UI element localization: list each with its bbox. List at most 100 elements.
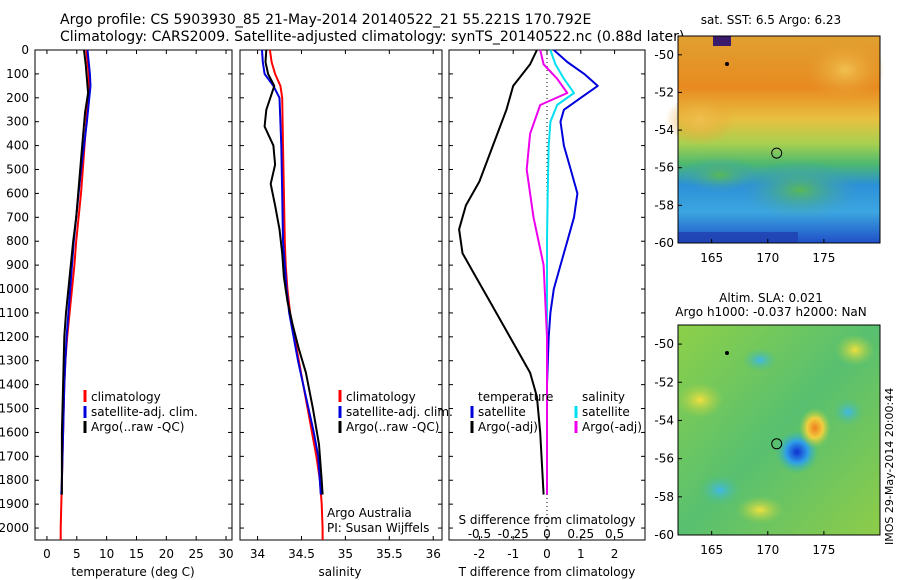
sst-warm-patch bbox=[805, 40, 885, 100]
map-y-tick-label: -56 bbox=[654, 161, 674, 175]
map-y-tick-label: -54 bbox=[654, 413, 674, 427]
temperature-x-ticks: 0 5 10 15 20 25 30 bbox=[43, 50, 234, 561]
depth-tick-label: 100 bbox=[6, 67, 29, 81]
x-tick-label: 36 bbox=[426, 547, 441, 561]
x-tick-label: 1 bbox=[577, 547, 585, 561]
map-x-tick-label: 175 bbox=[812, 251, 835, 265]
salinity-series-lines bbox=[261, 49, 324, 540]
x-tick-label: 25 bbox=[189, 547, 204, 561]
series-line-argo-raw-qc- bbox=[60, 49, 90, 495]
depth-tick-label: 2000 bbox=[0, 521, 29, 535]
sla-map-frame bbox=[677, 324, 881, 536]
map-y-tick-label: -52 bbox=[654, 375, 674, 389]
series-line-argo-raw-qc- bbox=[263, 49, 324, 495]
salinity-annotation-argo-australia: Argo Australia bbox=[327, 506, 412, 520]
sst-green-patch bbox=[740, 160, 860, 220]
sla-map-image bbox=[676, 325, 880, 535]
temperature-legend: climatology satellite-adj. clim. Argo(..… bbox=[83, 390, 198, 434]
depth-tick-label: 1500 bbox=[0, 402, 29, 416]
map-y-tick-label: -54 bbox=[654, 123, 674, 137]
sla-high-blob-2 bbox=[676, 382, 724, 418]
depth-tick-label: 1300 bbox=[0, 354, 29, 368]
sst-map-panel: sat. SST: 6.5 Argo: 6.23 165 170 175 -50 -52… bbox=[654, 13, 885, 265]
salinity-legend-climatology: climatology bbox=[346, 390, 416, 404]
salinity-depth-tick-marks bbox=[240, 49, 442, 529]
temperature-axes-frame bbox=[34, 49, 233, 541]
salinity-diff-tick-label: -0.5 bbox=[468, 527, 491, 541]
x-tick-label: 20 bbox=[159, 547, 174, 561]
series-line-climatology bbox=[268, 49, 324, 540]
salinity-legend-satellite: satellite-adj. clim. bbox=[346, 405, 453, 419]
sst-map-image bbox=[665, 36, 885, 243]
sla-map-ticks: 165 170 175 -50 -52 -54 -56 -58 -60 bbox=[654, 337, 835, 557]
salinity-xlabel: salinity bbox=[318, 565, 361, 579]
salinity-panel: 34 34.5 35 35.5 36 salinity climatology sate… bbox=[239, 49, 453, 579]
x-tick-label: 5 bbox=[73, 547, 81, 561]
difference-depth-tick-marks bbox=[449, 49, 645, 529]
difference-series-lines bbox=[458, 49, 599, 495]
sst-dark-blue-edge bbox=[678, 232, 798, 243]
difference-legend: temperature satellite Argo(-adj) salinit… bbox=[470, 390, 642, 434]
sst-map-frame bbox=[677, 35, 881, 244]
x-tick-label: -2 bbox=[473, 547, 485, 561]
footer-timestamp: IMOS 29-May-2014 20:00:44 bbox=[883, 388, 896, 545]
temperature-series-lines bbox=[59, 49, 92, 540]
map-y-tick-label: -60 bbox=[654, 236, 674, 250]
x-tick-label: -1 bbox=[507, 547, 519, 561]
sla-low-blob-3 bbox=[832, 398, 864, 426]
sst-land-patch bbox=[713, 36, 731, 46]
difference-xlabel-salinity: S difference from climatology bbox=[459, 513, 636, 527]
depth-tick-label: 0 bbox=[21, 43, 29, 57]
x-tick-label: 35 bbox=[338, 547, 353, 561]
map-y-tick-label: -50 bbox=[654, 48, 674, 62]
sla-low-blob-2 bbox=[698, 474, 742, 506]
map-x-tick-label: 165 bbox=[700, 543, 723, 557]
sst-map-argo-marker bbox=[771, 147, 783, 159]
salinity-diff-tick-label: 0.25 bbox=[567, 527, 594, 541]
sla-high-blob-4 bbox=[736, 496, 784, 524]
difference-panel: -2 -1 0 1 2 S difference from climatology -0… bbox=[448, 49, 646, 579]
difference-legend-temperature-header: temperature bbox=[478, 390, 553, 404]
temperature-legend-climatology: climatology bbox=[91, 390, 161, 404]
depth-tick-label: 1800 bbox=[0, 473, 29, 487]
sla-low-blob-4 bbox=[742, 348, 778, 372]
sla-map-island-marker bbox=[725, 351, 729, 355]
sla-high-blob-3 bbox=[835, 334, 875, 366]
x-tick-label: 35.5 bbox=[376, 547, 403, 561]
salinity-legend-argo: Argo(..raw -QC) bbox=[346, 420, 439, 434]
depth-tick-label: 200 bbox=[6, 91, 29, 105]
x-tick-label: 15 bbox=[129, 547, 144, 561]
temperature-depth-ticks: 0 100 200 300 400 500 600 700 800 900 1000 1100 1200… bbox=[0, 43, 232, 535]
depth-tick-label: 1200 bbox=[0, 330, 29, 344]
x-tick-label: 34 bbox=[250, 547, 265, 561]
depth-tick-label: 300 bbox=[6, 115, 29, 129]
temperature-legend-argo: Argo(..raw -QC) bbox=[91, 420, 184, 434]
map-y-tick-label: -50 bbox=[654, 337, 674, 351]
depth-tick-label: 1900 bbox=[0, 497, 29, 511]
map-x-tick-label: 175 bbox=[812, 543, 835, 557]
x-tick-label: 2 bbox=[611, 547, 619, 561]
salinity-x-ticks: 34 34.5 35 35.5 36 bbox=[250, 50, 441, 561]
series-line-argo-adj- bbox=[458, 49, 545, 495]
depth-tick-label: 1600 bbox=[0, 425, 29, 439]
depth-tick-label: 900 bbox=[6, 258, 29, 272]
map-y-tick-label: -58 bbox=[654, 198, 674, 212]
depth-tick-label: 1400 bbox=[0, 378, 29, 392]
map-y-tick-label: -58 bbox=[654, 490, 674, 504]
salinity-axes-frame bbox=[239, 49, 443, 541]
x-tick-label: 0 bbox=[543, 547, 551, 561]
difference-legend-t-satellite: satellite bbox=[478, 405, 526, 419]
difference-legend-salinity-header: salinity bbox=[582, 390, 625, 404]
map-x-tick-label: 170 bbox=[756, 251, 779, 265]
difference-legend-t-argo: Argo(-adj) bbox=[478, 420, 538, 434]
sla-map-argo-marker bbox=[771, 438, 783, 450]
temperature-xlabel: temperature (deg C) bbox=[71, 565, 194, 579]
salinity-annotation-pi: PI: Susan Wijffels bbox=[327, 521, 429, 535]
map-y-tick-label: -56 bbox=[654, 452, 674, 466]
depth-tick-label: 700 bbox=[6, 210, 29, 224]
salinity-diff-tick-label: 0 bbox=[543, 527, 551, 541]
map-x-tick-label: 165 bbox=[700, 251, 723, 265]
salinity-legend: climatology satellite-adj. clim. Argo(..… bbox=[338, 390, 453, 434]
sst-map-ticks: 165 170 175 -50 -52 -54 -56 -58 -60 bbox=[654, 48, 835, 265]
